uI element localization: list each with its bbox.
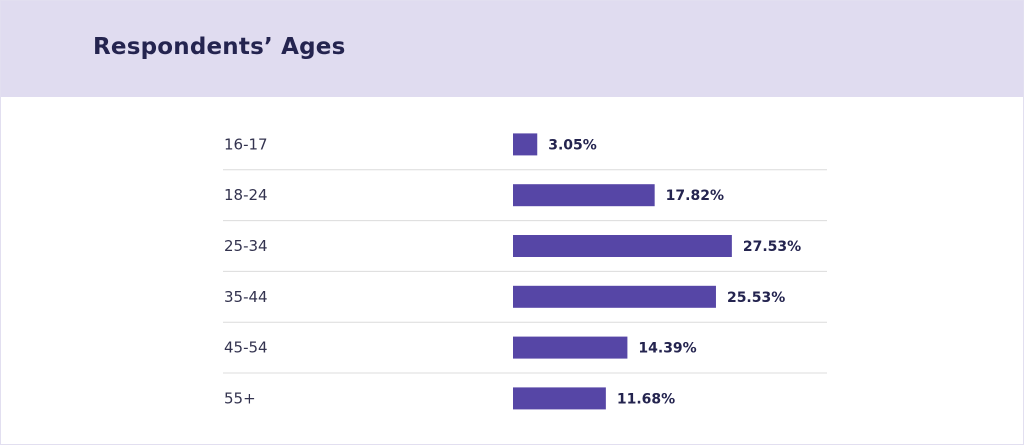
bar: [513, 133, 538, 156]
age-bar-chart: 16-17 3.05% 18-24 17.82% 25-34 27.53% 35-44 25.…: [223, 133, 827, 410]
value-label: 17.82%: [666, 188, 724, 204]
chart-title: Respondents’ Ages: [93, 34, 346, 60]
category-label: 16-17: [224, 135, 268, 153]
bar: [513, 184, 655, 207]
bar: [513, 235, 732, 257]
value-label: 11.68%: [617, 391, 675, 407]
bar: [513, 336, 628, 359]
category-label: 18-24: [224, 186, 268, 204]
value-label: 14.39%: [638, 341, 696, 357]
category-label: 45-54: [224, 339, 268, 357]
chart-header: Respondents’ Ages: [1, 1, 1023, 97]
category-label: 55+: [224, 389, 256, 407]
value-label: 25.53%: [727, 290, 785, 306]
bar: [513, 387, 606, 410]
value-label: 27.53%: [743, 239, 801, 255]
category-label: 35-44: [224, 288, 268, 306]
bar: [513, 285, 716, 308]
category-label: 25-34: [224, 237, 268, 255]
value-label: 3.05%: [548, 137, 597, 153]
